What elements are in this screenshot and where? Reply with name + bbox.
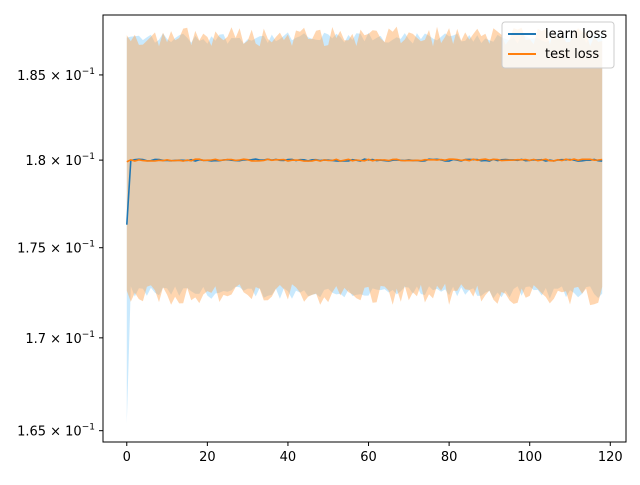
series-lines	[126, 158, 603, 225]
x-tick-label: 0	[123, 450, 131, 465]
y-tick-label: 1.8 × 10−1	[25, 152, 95, 169]
axes-frame	[102, 14, 627, 443]
legend-label-test-loss: test loss	[545, 47, 599, 62]
band-learn-loss	[126, 32, 603, 424]
x-tick-label: 20	[199, 450, 216, 465]
x-tick-label: 100	[517, 450, 542, 465]
band-test-loss	[126, 26, 603, 306]
x-tick-label: 60	[360, 450, 377, 465]
y-tick-label: 1.75 × 10−1	[17, 240, 95, 257]
y-tick-label: 1.85 × 10−1	[17, 67, 95, 84]
legend: learn loss test loss	[501, 21, 615, 69]
x-tick-label: 120	[598, 450, 623, 465]
confidence-bands	[126, 26, 603, 424]
x-tick-label: 80	[441, 450, 458, 465]
x-axis-ticks: 0 20 40 60 80 100 120	[123, 442, 623, 465]
y-tick-label: 1.7 × 10−1	[25, 330, 95, 347]
line-test-loss	[126, 158, 603, 163]
y-axis-ticks: 1.85 × 10−1 1.8 × 10−1 1.75 × 10−1 1.7 × 10…	[17, 67, 103, 440]
legend-label-learn-loss: learn loss	[545, 27, 607, 42]
y-tick-label: 1.65 × 10−1	[17, 423, 95, 440]
x-tick-label: 40	[280, 450, 297, 465]
